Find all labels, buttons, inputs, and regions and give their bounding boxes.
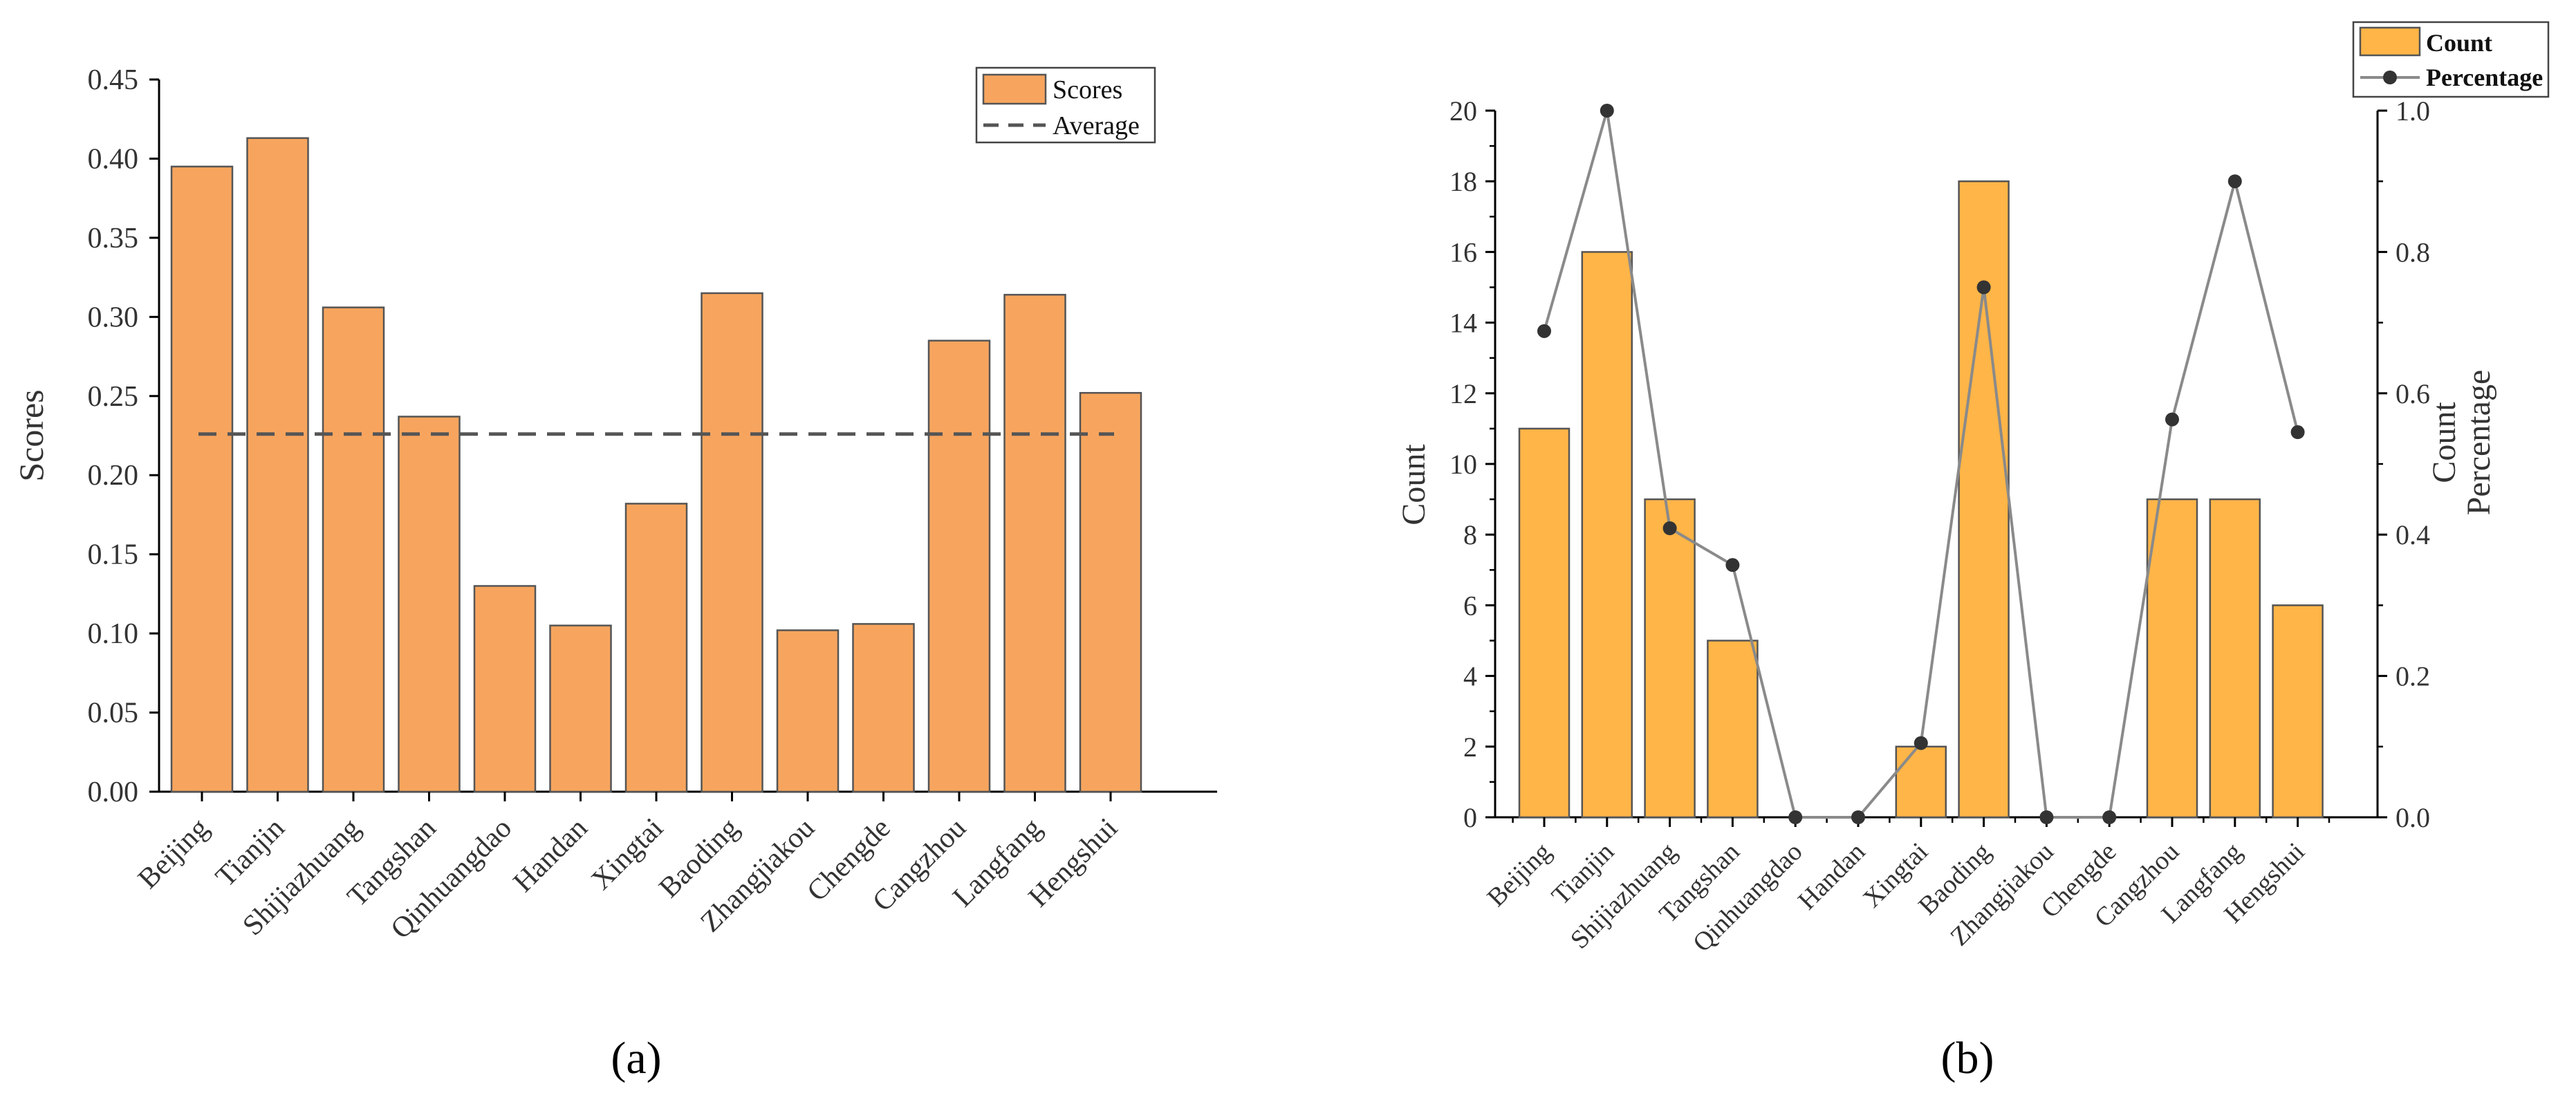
percentage-point [2039, 810, 2054, 824]
y-tick-label: 14 [1449, 308, 1477, 339]
bar [549, 624, 612, 793]
bar [1644, 498, 1696, 819]
percentage-point [2165, 412, 2179, 427]
percentage-point [1662, 521, 1677, 536]
percentage-point [1976, 280, 1991, 295]
percentage-point [1600, 104, 1614, 118]
y-tick-label: 6 [1463, 590, 1477, 621]
bar [701, 292, 763, 793]
x-tick-label: Beijing [1482, 837, 1557, 913]
bar [2146, 498, 2198, 819]
y-right-tick-label: 0.6 [2396, 378, 2430, 409]
bar [2272, 604, 2324, 819]
bar [852, 623, 915, 793]
bar [1518, 427, 1570, 819]
y-tick-label: 0.00 [88, 776, 139, 808]
y-right-tick-label: 0.4 [2396, 519, 2430, 550]
y-tick-label: 0.25 [88, 381, 139, 413]
legend-box [2352, 21, 2550, 98]
panel-label-a: (a) [611, 1033, 661, 1083]
y-tick-label: 0 [1463, 802, 1477, 833]
bar [1581, 251, 1633, 819]
y-right-tick-label: 0.8 [2396, 236, 2430, 268]
chart-a: 0.00 0.05 0.10 0.15 0.20 0.25 0.30 0.35 0.40 0.45… [12, 64, 1217, 1083]
y-axis-title: Scores [12, 389, 50, 481]
legend-label-percentage: Percentage [2426, 64, 2543, 91]
bar [1707, 640, 1759, 819]
percentage-point [2227, 174, 2242, 189]
legend-label-average: Average [1053, 111, 1140, 140]
y-tick-label: 0.20 [88, 460, 139, 492]
y-tick-label: 2 [1463, 732, 1477, 763]
y-right-tick-label: 1.0 [2396, 95, 2430, 127]
bar [776, 629, 840, 793]
y-axis-title: Count [1396, 444, 1432, 525]
y-right-tick-label: 0.2 [2396, 661, 2430, 692]
chart-b: 0 2 4 6 8 10 12 14 16 18 20 0.0 0.2 0.4 0.6 0.8 1.0 Count… [1396, 21, 2550, 1083]
y-tick-label: 20 [1449, 95, 1477, 127]
y-tick-label: 4 [1463, 661, 1477, 692]
y-tick-label: 0.30 [88, 301, 139, 333]
bar [322, 306, 385, 793]
percentage-point [2102, 810, 2117, 824]
x-tick-label: Handan [508, 812, 594, 899]
bar [398, 416, 461, 793]
legend-swatch-count [2359, 26, 2421, 57]
bar [1079, 391, 1142, 793]
legend-swatch-scores [982, 73, 1047, 105]
bar [2209, 498, 2261, 819]
bar [624, 503, 688, 793]
y-tick-label: 16 [1449, 236, 1477, 268]
x-tick-label: Beijing [132, 812, 215, 895]
bar [473, 585, 537, 793]
percentage-point [1725, 558, 1740, 573]
legend-marker-percentage [2383, 71, 2397, 84]
bar [170, 165, 234, 793]
bar [246, 137, 309, 793]
y-axis-right-title-line2: Percentage [2461, 370, 2497, 516]
percentage-point [1914, 736, 1928, 750]
y-right-tick-label: 0.0 [2396, 802, 2430, 833]
y-axis-right-title-line1: Count [2426, 402, 2463, 483]
percentage-point [2290, 425, 2305, 440]
x-tick-label: Handan [1792, 837, 1871, 915]
bar [1003, 294, 1066, 793]
x-tick-label: Qinhuangdao [1687, 837, 1808, 958]
y-tick-label: 12 [1449, 378, 1477, 409]
y-tick-label: 10 [1449, 449, 1477, 480]
percentage-point [1537, 324, 1551, 338]
legend-label-count: Count [2426, 29, 2492, 57]
bar [1958, 180, 2010, 819]
y-tick-label: 0.35 [88, 223, 139, 254]
panel-label-b: (b) [1941, 1033, 1994, 1083]
percentage-point [1788, 810, 1803, 824]
y-tick-label: 0.05 [88, 698, 139, 729]
bar [927, 339, 991, 793]
bar [1895, 745, 1947, 819]
percentage-point [1851, 810, 1865, 824]
y-tick-label: 18 [1449, 166, 1477, 197]
y-tick-label: 0.10 [88, 618, 139, 650]
y-tick-label: 0.45 [88, 64, 139, 96]
y-tick-label: 0.15 [88, 539, 139, 571]
y-tick-label: 8 [1463, 519, 1477, 550]
y-tick-label: 0.40 [88, 143, 139, 175]
legend-label-scores: Scores [1053, 75, 1122, 104]
